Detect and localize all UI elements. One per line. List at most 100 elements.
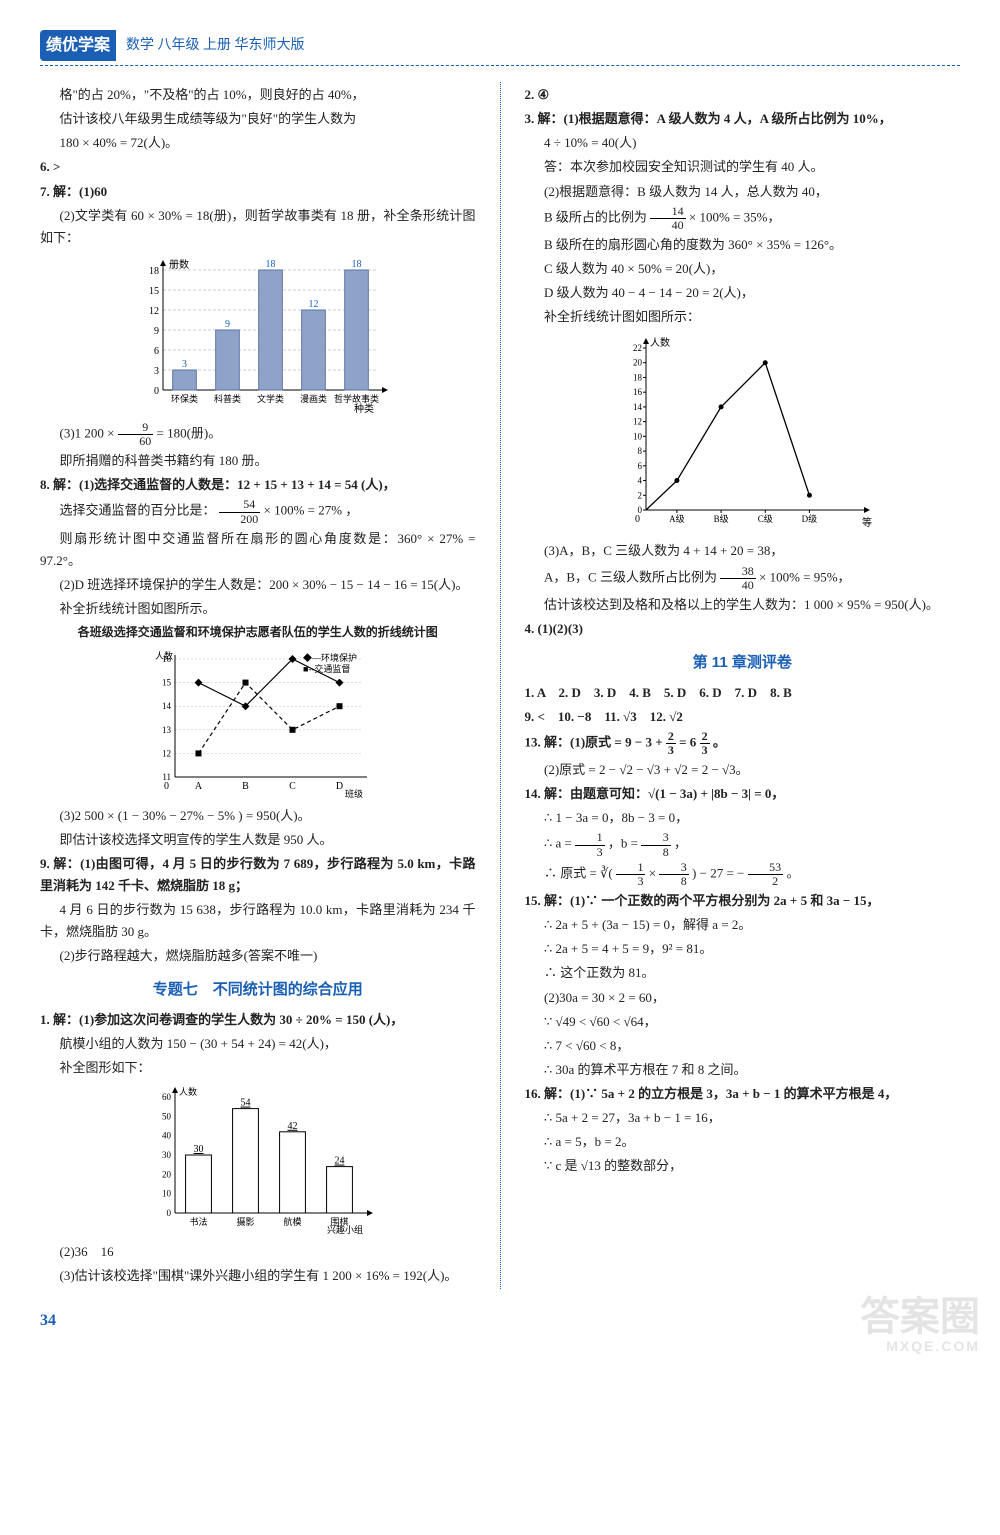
svg-text:D: D [336,781,343,792]
q16a: 16. 解：(1)∵ 5a + 2 的立方根是 3，3a + b − 1 的算术… [525,1083,961,1105]
svg-text:B级: B级 [714,513,729,524]
q13a: 13. 解：(1)原式 = 9 − 3 + 23 = 6 23 。 [525,730,961,757]
q9-2: 4 月 6 日的步行数为 15 638，步行路程为 10.0 km，卡路里消耗为… [40,899,476,943]
svg-text:15: 15 [162,677,172,687]
t: ，b = [608,836,641,851]
svg-text:3: 3 [182,359,187,370]
svg-text:50: 50 [162,1111,172,1121]
r3e: B 级所占的比例为 1440 × 100% = 35%， [525,205,961,232]
svg-text:12: 12 [162,748,171,758]
t: A，B，C 三级人数所占比例为 [544,569,717,584]
d: 3 [700,744,710,757]
d: 40 [720,579,756,592]
t: (3)1 200 × [60,426,118,441]
svg-text:54: 54 [240,1098,250,1109]
r3d: (2)根据题意得：B 级人数为 14 人，总人数为 40， [525,181,961,203]
q8-6: (3)2 500 × (1 − 30% − 27% − 5% ) = 950(人… [40,805,476,827]
t: ， [674,836,687,851]
page-number: 34 [40,1307,960,1334]
svg-text:10: 10 [162,1189,172,1199]
svg-text:20: 20 [162,1169,172,1179]
right-column: 2. ④ 3. 解：(1)根据题意得：A 级人数为 4 人，A 级所占比例为 1… [525,82,961,1289]
fraction: 960 [118,421,154,448]
r3j: (3)A，B，C 三级人数为 4 + 14 + 20 = 38， [525,540,961,562]
svg-text:C: C [289,781,296,792]
svg-text:2: 2 [638,491,643,501]
q6: 6. > [40,156,476,178]
q16d: ∵ c 是 √13 的整数部分， [525,1155,961,1177]
svg-text:班级: 班级 [345,788,363,799]
q7-3: (3)1 200 × 960 = 180(册)。 [40,421,476,448]
page-header: 绩优学案 数学 八年级 上册 华东师大版 [40,30,960,61]
svg-text:14: 14 [633,402,643,412]
text: 180 × 40% = 72(人)。 [40,132,476,154]
svg-text:漫画类: 漫画类 [300,393,327,404]
q9-1: 9. 解：(1)由图可得，4 月 5 日的步行数为 7 689，步行路程为 5.… [40,853,476,897]
t: ∴ 原式 = ∛( [544,865,613,880]
fraction: 1440 [650,205,686,232]
svg-text:A级: A级 [669,513,685,524]
svg-text:13: 13 [162,724,172,734]
header-rule [40,65,960,66]
t: 13. 解：(1)原式 = 9 − 3 + [525,734,666,749]
t: 。 [786,865,799,880]
r3c: 答：本次参加校园安全知识测试的学生有 40 人。 [525,156,961,178]
svg-text:24: 24 [334,1156,344,1167]
svg-text:兴趣小组: 兴趣小组 [327,1224,363,1235]
d: 8 [641,846,671,859]
svg-text:摄影: 摄影 [236,1216,254,1227]
watermark-sub: MXQE.COM [860,1339,980,1354]
text: 格"的占 20%，"不及格"的占 10%，则良好的占 40%， [40,84,476,106]
text: 估计该校八年级男生成绩等级为"良好"的学生人数为 [40,108,476,130]
s7-1d: (2)36 16 [40,1241,476,1263]
q15a: 15. 解：(1)∵ 一个正数的两个平方根分别为 2a + 5 和 3a − 1… [525,890,961,912]
t: = 6 [679,734,699,749]
q15h: ∴ 30a 的算术平方根在 7 和 8 之间。 [525,1059,961,1081]
chart2-title: 各班级选择交通监督和环境保护志愿者队伍的学生人数的折线统计图 [40,622,476,642]
svg-text:12: 12 [633,417,642,427]
fraction: 54200 [219,498,261,525]
svg-text:0: 0 [166,1208,171,1218]
line-chart-2: 111213141516人数ABCD班级◆—环境保护■--交通监督0 [40,649,476,799]
r3l: 估计该校达到及格和及格以上的学生人数为：1 000 × 95% = 950(人)… [525,594,961,616]
q7-2: (2)文学类有 60 × 30% = 18(册)，则哲学故事类有 18 册，补全… [40,205,476,249]
svg-text:40: 40 [162,1131,172,1141]
brand-badge: 绩优学案 [40,30,116,61]
chapter-11-title: 第 11 章测评卷 [525,650,961,676]
s7-1a: 1. 解：(1)参加这次问卷调查的学生人数为 30 ÷ 20% = 150 (人… [40,1009,476,1031]
s7-1e: (3)估计该校选择"围棋"课外兴趣小组的学生有 1 200 × 16% = 19… [40,1265,476,1287]
svg-text:16: 16 [633,388,643,398]
svg-text:0: 0 [635,514,640,525]
line-chart-4: 0246810121416182022人数等级0A级B级C级D级 [525,334,961,534]
d: 3 [575,846,605,859]
svg-text:等级: 等级 [862,516,872,529]
r3b: 4 ÷ 10% = 40(人) [525,132,961,154]
q8-2: 选择交通监督的百分比是： 54200 × 100% = 27% ， [40,498,476,525]
t: × 100% = 35%， [689,209,781,224]
d: 60 [118,435,154,448]
fraction: 23 [700,730,710,757]
r3k: A，B，C 三级人数所占比例为 3840 × 100% = 95%， [525,565,961,592]
r3g: C 级人数为 40 × 50% = 20(人)， [525,258,961,280]
q15d: ∴ 这个正数为 81。 [525,962,961,984]
t: B 级所占的比例为 [544,209,647,224]
q7-1: 7. 解：(1)60 [40,181,476,203]
n: 2 [700,730,710,744]
header-subject: 数学 八年级 上册 华东师大版 [126,34,305,58]
fraction: 3840 [720,565,756,592]
q16c: ∴ a = 5，b = 2。 [525,1131,961,1153]
svg-text:0: 0 [154,386,159,397]
svg-text:18: 18 [265,259,275,270]
svg-text:6: 6 [154,346,159,357]
svg-text:◆—环境保护: ◆—环境保护 [303,652,357,663]
t: ) − 27 = − [692,865,748,880]
q16b: ∴ 5a + 2 = 27，3a + b − 1 = 16， [525,1107,961,1129]
left-column: 格"的占 20%，"不及格"的占 10%，则良好的占 40%， 估计该校八年级男… [40,82,476,1289]
svg-text:3: 3 [154,366,159,377]
r4: 4. (1)(2)(3) [525,618,961,640]
svg-text:6: 6 [638,461,643,471]
section-7-title: 专题七 不同统计图的综合应用 [40,977,476,1003]
bar-chart-3: 0102030405060人数30书法54摄影42航模24围棋兴趣小组 [40,1085,476,1235]
svg-text:人数: 人数 [179,1086,197,1097]
svg-text:4: 4 [638,476,643,486]
